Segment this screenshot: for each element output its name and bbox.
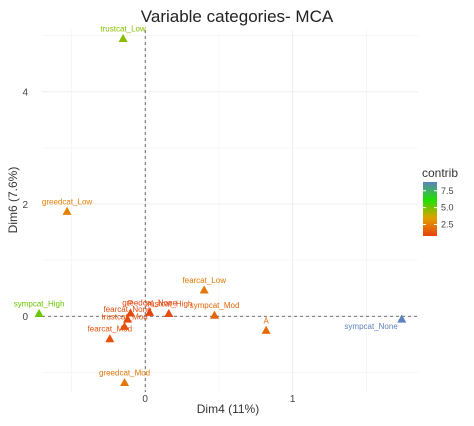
chart-title: Variable categories- MCA bbox=[141, 7, 334, 26]
x-tick-label: 1 bbox=[290, 394, 296, 405]
point-marker bbox=[62, 206, 72, 215]
point-label: trustcat_Low bbox=[100, 24, 146, 33]
legend-title: contrib bbox=[422, 166, 458, 180]
legend-colorbar bbox=[423, 182, 437, 236]
point-marker bbox=[145, 307, 155, 316]
point-marker bbox=[164, 308, 174, 318]
point-label: fearcat_Low bbox=[182, 276, 226, 285]
point-marker bbox=[199, 285, 209, 294]
point-label: fearcat_None bbox=[104, 305, 153, 314]
point-label: P bbox=[128, 299, 133, 308]
legend-tick-label: 5.0 bbox=[441, 203, 454, 213]
legend-tick-label: 2.5 bbox=[441, 220, 454, 230]
point-label: sympcat_Mod bbox=[190, 301, 240, 310]
point-label: trustcat_High bbox=[145, 299, 192, 308]
point-label: greedcat_Mod bbox=[99, 368, 150, 377]
point-label: greedcat_Low bbox=[42, 197, 92, 206]
y-tick-label: 4 bbox=[22, 88, 28, 99]
grid bbox=[42, 30, 418, 392]
point-label: fearcat_Mod bbox=[88, 325, 132, 334]
point-label: sympcat_None bbox=[344, 322, 398, 331]
legend: contrib 2.5 5.0 7.5 bbox=[422, 166, 458, 236]
point-label: trustcat_Mod bbox=[101, 312, 147, 321]
point-marker bbox=[397, 314, 407, 323]
point-marker bbox=[34, 308, 44, 318]
point-label: greedcat_None bbox=[122, 298, 177, 307]
point-marker bbox=[120, 321, 130, 330]
x-axis-label: Dim4 (11%) bbox=[197, 402, 259, 416]
point-label: A bbox=[263, 316, 269, 325]
y-axis-label: Dim6 (7.6%) bbox=[6, 167, 20, 234]
point-label: sympcat_High bbox=[14, 299, 65, 308]
legend-ticks: 2.5 5.0 7.5 bbox=[423, 186, 454, 230]
point-marker bbox=[210, 310, 220, 319]
point-marker bbox=[105, 334, 115, 343]
reference-lines bbox=[42, 30, 418, 392]
point-marker bbox=[118, 33, 128, 43]
x-tick-label: 0 bbox=[142, 394, 148, 405]
point-marker bbox=[125, 308, 135, 317]
tick-labels: 0 1 0 2 4 bbox=[22, 88, 295, 405]
legend-tick-label: 7.5 bbox=[441, 186, 454, 196]
y-tick-label: 2 bbox=[22, 200, 28, 211]
y-tick-label: 0 bbox=[22, 312, 28, 323]
data-points: trustcat_Lowgreedcat_Lowsympcat_Highsymp… bbox=[14, 24, 407, 387]
point-marker bbox=[261, 325, 271, 334]
point-marker bbox=[120, 377, 130, 387]
point-marker bbox=[123, 314, 133, 323]
